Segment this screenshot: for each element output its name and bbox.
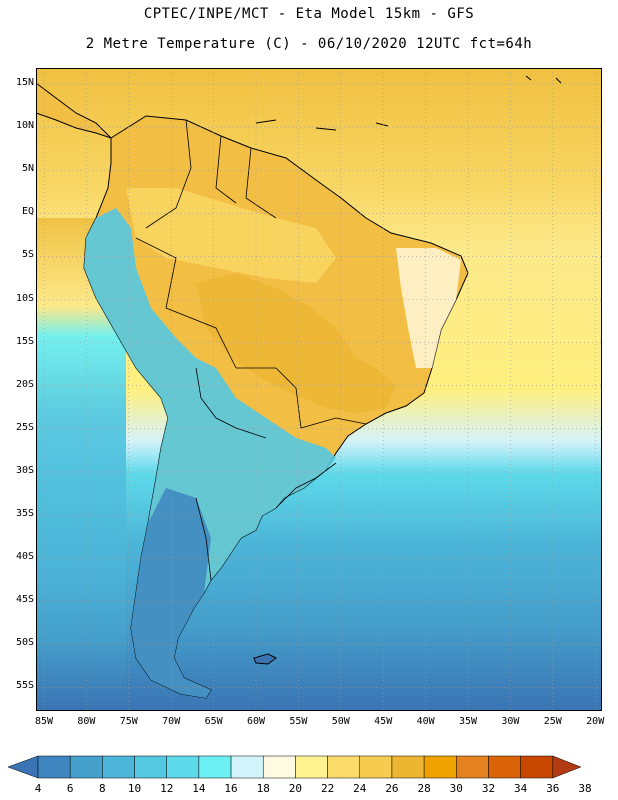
latitude-label: 40S (15, 551, 34, 563)
latitude-label: 15S (15, 335, 34, 347)
latitude-label: 25S (15, 421, 34, 433)
colorbar-value-label: 8 (99, 782, 106, 795)
colorbar-low-arrow (7, 755, 39, 779)
latitude-label: 10S (15, 292, 34, 304)
colorbar-value-label: 38 (578, 782, 592, 795)
latitude-label: 20S (15, 378, 34, 390)
latitude-label: 45S (15, 594, 34, 606)
hot-interior-region (196, 273, 396, 413)
longitude-label: 60W (246, 716, 266, 727)
longitude-label: 70W (162, 716, 181, 727)
longitude-label: 35W (458, 716, 478, 727)
colorbar-value-label: 10 (127, 782, 142, 795)
colorbar-cell (520, 755, 554, 779)
longitude-label: 80W (77, 716, 96, 727)
colorbar-cell (102, 755, 135, 779)
amazon-warm-region (126, 188, 336, 283)
colorbar-value-label: 30 (449, 782, 463, 795)
colorbar-cell (423, 755, 457, 779)
colorbar-cell (37, 755, 71, 779)
latitude-label: 10N (15, 120, 34, 132)
colorbar-value-label: 18 (256, 782, 270, 795)
longitude-label: 65W (204, 716, 223, 727)
colorbar-value-label: 24 (353, 782, 367, 795)
longitude-label: 25W (543, 716, 562, 727)
falkland-islands (253, 653, 277, 665)
colorbar-cell (230, 755, 264, 779)
colorbar-cell (488, 755, 521, 779)
colorbar-high-arrow (552, 755, 582, 779)
colorbar-cell (359, 755, 393, 779)
colorbar-cell (295, 755, 328, 779)
colorbar-value-label: 36 (546, 782, 560, 795)
longitude-label: 30W (501, 716, 520, 727)
longitude-label: 85W (34, 716, 54, 727)
latitude-label: 30S (15, 464, 34, 476)
colorbar-cell (198, 755, 232, 779)
northeast-pale-region (396, 248, 461, 368)
colorbar-cell (134, 755, 167, 779)
colorbar-value-label: 34 (514, 782, 528, 795)
colorbar-value-label: 4 (34, 782, 42, 795)
colorbar-cell (166, 755, 200, 779)
longitude-label: 20W (586, 716, 605, 727)
map-subtitle: 2 Metre Temperature (C) - 06/10/2020 12U… (85, 36, 533, 52)
map-canvas (36, 68, 602, 711)
latitude-label: 35S (15, 508, 34, 519)
colorbar (7, 755, 582, 779)
central-america-land (36, 82, 112, 139)
colorbar-value-label: 20 (288, 782, 303, 795)
temperature-map (36, 68, 602, 711)
colorbar-cell (69, 755, 103, 779)
colorbar-cell (262, 755, 296, 779)
latitude-label: EQ (21, 206, 34, 218)
colorbar-value-label: 14 (192, 782, 206, 795)
latitude-label: 5S (21, 249, 34, 261)
latitude-label: 15N (15, 77, 34, 88)
colorbar-value-label: 28 (417, 782, 431, 795)
longitude-label: 50W (331, 716, 350, 727)
colorbar-cell (327, 755, 361, 779)
map-title: CPTEC/INPE/MCT - Eta Model 15km - GFS (143, 6, 475, 22)
colorbar-value-label: 26 (385, 782, 399, 795)
colorbar-cell (456, 755, 489, 779)
colorbar-value-label: 12 (160, 782, 174, 795)
longitude-label: 75W (119, 716, 138, 727)
map-border (36, 68, 602, 711)
longitude-label: 40W (416, 716, 435, 727)
colorbar-cell (391, 755, 425, 779)
colorbar-value-label: 6 (66, 782, 74, 795)
latitude-label: 5N (21, 163, 34, 175)
colorbar-value-label: 22 (320, 782, 335, 795)
caribbean-islands (255, 75, 562, 131)
colorbar-value-label: 32 (481, 782, 496, 795)
colorbar-value-label: 16 (224, 782, 238, 795)
latitude-label: 50S (15, 637, 34, 649)
longitude-label: 55W (289, 716, 308, 727)
latitude-label: 55S (15, 680, 34, 692)
longitude-label: 45W (374, 716, 393, 727)
